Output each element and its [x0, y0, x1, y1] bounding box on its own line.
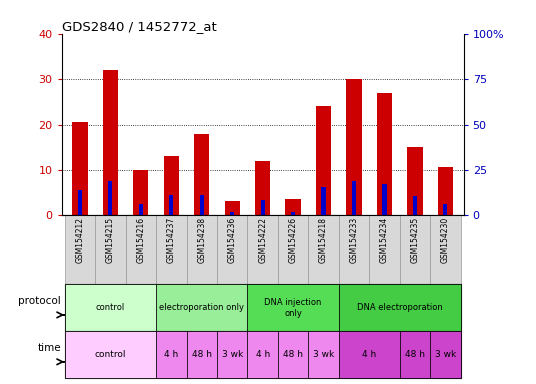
- Text: DNA electroporation: DNA electroporation: [357, 303, 443, 312]
- Bar: [108, 180, 113, 215]
- Text: control: control: [96, 303, 125, 312]
- Bar: [438, 167, 453, 215]
- Bar: [255, 161, 270, 215]
- Bar: [156, 285, 248, 331]
- Text: GSM154216: GSM154216: [136, 217, 145, 263]
- Text: GSM154234: GSM154234: [380, 217, 389, 263]
- Bar: [133, 170, 148, 215]
- Bar: [65, 331, 156, 378]
- Text: GSM154212: GSM154212: [76, 217, 84, 263]
- Bar: [230, 212, 234, 215]
- Text: DNA injection
only: DNA injection only: [264, 298, 322, 318]
- Bar: [308, 331, 339, 378]
- Bar: [225, 201, 240, 215]
- Bar: [316, 106, 331, 215]
- Bar: [308, 215, 339, 285]
- Text: 4 h: 4 h: [256, 350, 270, 359]
- Text: 3 wk: 3 wk: [435, 350, 456, 359]
- Bar: [103, 70, 118, 215]
- Text: 48 h: 48 h: [283, 350, 303, 359]
- Bar: [278, 331, 308, 378]
- Text: electroporation only: electroporation only: [159, 303, 244, 312]
- Text: 4 h: 4 h: [164, 350, 178, 359]
- Bar: [339, 331, 400, 378]
- Bar: [65, 285, 156, 331]
- Text: GSM154215: GSM154215: [106, 217, 115, 263]
- Bar: [260, 200, 265, 215]
- Text: GSM154226: GSM154226: [288, 217, 297, 263]
- Bar: [377, 93, 392, 215]
- Bar: [278, 215, 308, 285]
- Bar: [352, 180, 356, 215]
- Bar: [169, 195, 174, 215]
- Text: GSM154238: GSM154238: [197, 217, 206, 263]
- Text: GSM154236: GSM154236: [228, 217, 237, 263]
- Bar: [95, 215, 125, 285]
- Bar: [65, 215, 95, 285]
- Bar: [78, 190, 82, 215]
- Text: GSM154222: GSM154222: [258, 217, 267, 263]
- Text: 4 h: 4 h: [362, 350, 376, 359]
- Bar: [400, 331, 430, 378]
- Bar: [291, 212, 295, 215]
- Text: GSM154233: GSM154233: [349, 217, 359, 263]
- Bar: [217, 331, 248, 378]
- Bar: [199, 195, 204, 215]
- Bar: [156, 331, 187, 378]
- Text: GSM154237: GSM154237: [167, 217, 176, 263]
- Bar: [163, 156, 179, 215]
- Text: 48 h: 48 h: [405, 350, 425, 359]
- Bar: [407, 147, 422, 215]
- Bar: [443, 204, 448, 215]
- Text: GSM154235: GSM154235: [411, 217, 419, 263]
- Bar: [430, 331, 460, 378]
- Bar: [413, 196, 417, 215]
- Bar: [248, 331, 278, 378]
- Text: 48 h: 48 h: [192, 350, 212, 359]
- Text: time: time: [38, 343, 61, 353]
- Text: 3 wk: 3 wk: [221, 350, 243, 359]
- Text: 3 wk: 3 wk: [313, 350, 334, 359]
- Bar: [125, 215, 156, 285]
- Bar: [72, 122, 87, 215]
- Bar: [194, 134, 210, 215]
- Text: protocol: protocol: [18, 296, 61, 306]
- Bar: [156, 215, 187, 285]
- Bar: [217, 215, 248, 285]
- Bar: [339, 215, 369, 285]
- Bar: [139, 204, 143, 215]
- Bar: [187, 331, 217, 378]
- Text: GSM154230: GSM154230: [441, 217, 450, 263]
- Bar: [346, 79, 362, 215]
- Bar: [187, 215, 217, 285]
- Text: GDS2840 / 1452772_at: GDS2840 / 1452772_at: [62, 20, 217, 33]
- Bar: [248, 285, 339, 331]
- Bar: [400, 215, 430, 285]
- Text: GSM154218: GSM154218: [319, 217, 328, 263]
- Bar: [369, 215, 400, 285]
- Bar: [322, 187, 326, 215]
- Bar: [286, 199, 301, 215]
- Bar: [248, 215, 278, 285]
- Bar: [339, 285, 460, 331]
- Text: control: control: [95, 350, 126, 359]
- Bar: [382, 184, 386, 215]
- Bar: [430, 215, 460, 285]
